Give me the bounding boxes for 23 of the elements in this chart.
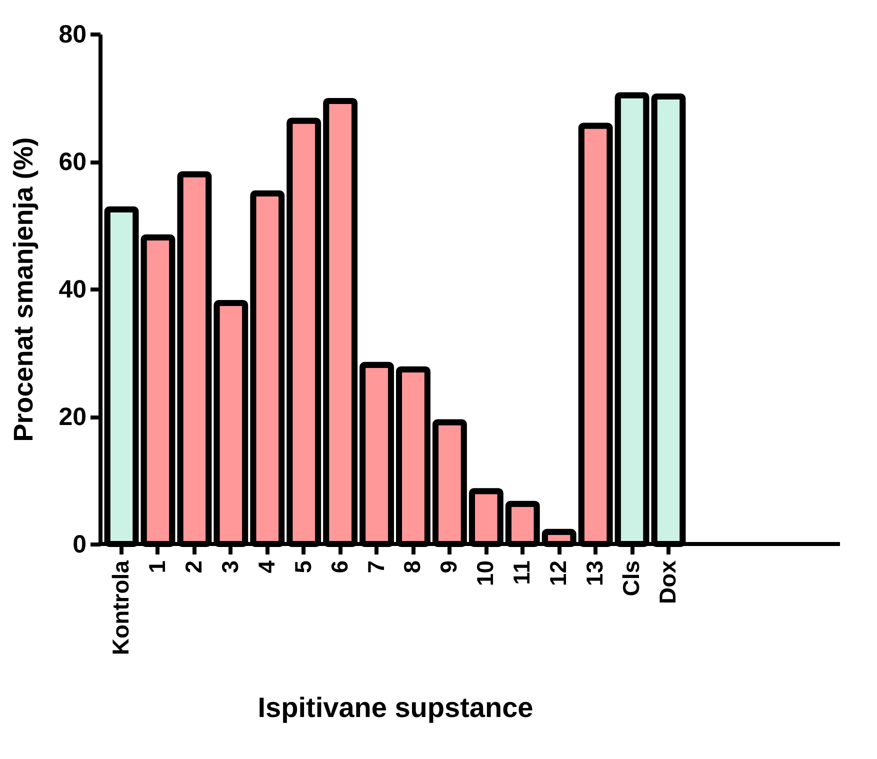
x-tick-label: Kontrola [108,560,134,656]
y-tick-label: 20 [58,403,86,431]
y-axis-title: Procenat smanjenja (%) [8,137,39,442]
x-tick-label: 9 [436,560,462,574]
x-tick-label: 1 [144,560,170,574]
x-tick-label: 10 [472,560,498,586]
x-tick-label: 12 [545,560,572,586]
x-tick-label: Dox [654,560,680,604]
x-tick-label: Cls [618,560,644,596]
x-tick-label: 8 [399,560,426,574]
x-tick-label: 13 [582,560,608,586]
x-tick-label: 6 [326,560,352,574]
x-axis-title: Ispitivane supstance [258,692,534,724]
x-tick-label: 3 [216,560,243,574]
x-tick-label: 5 [290,560,316,574]
x-tick-label: 2 [180,560,206,574]
y-tick-label: 0 [72,530,86,558]
y-tick-label: 60 [58,148,86,176]
y-tick-label: 40 [58,276,86,304]
x-tick-label: 7 [362,560,389,574]
x-tick-label: 4 [253,560,280,574]
y-tick-label: 80 [58,20,86,48]
x-tick-label: 11 [508,560,535,585]
